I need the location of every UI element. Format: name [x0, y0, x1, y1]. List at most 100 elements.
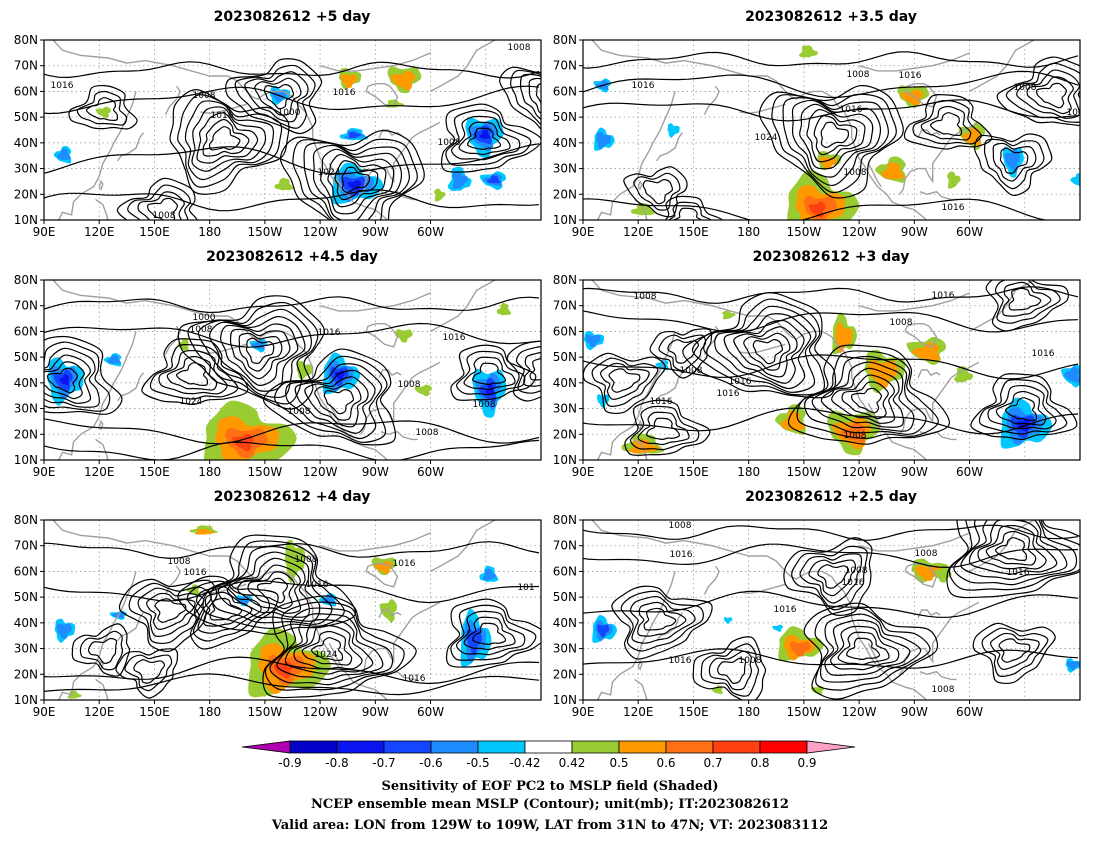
lon-tick-label: 60W: [417, 705, 444, 719]
map-axes: 10N 20N 30N 40N 50N 60N 70N 80N 90E 120E 150E 180 15…: [14, 273, 445, 479]
mslp-contour: [813, 115, 858, 156]
lon-tick-label: 150W: [247, 705, 282, 719]
mslp-contour: [118, 578, 218, 653]
contour-label: 1016: [443, 333, 466, 343]
lat-tick-label: 60N: [553, 84, 577, 98]
mslp-contour: [803, 602, 939, 700]
contour-label: 1016: [632, 81, 655, 91]
mslp-contour: [472, 362, 507, 386]
mslp-contour: [791, 545, 868, 611]
negative-sensitivity-area: [487, 175, 501, 184]
positive-sensitivity-area: [414, 384, 432, 397]
negative-sensitivity-area: [348, 131, 362, 139]
lon-tick-label: 90W: [901, 225, 928, 239]
mslp-contour: [978, 379, 1068, 435]
mslp-contour: [643, 607, 677, 631]
mslp-contour: [811, 361, 915, 432]
mslp-contour: [583, 524, 1079, 541]
lon-tick-label: 90E: [572, 465, 595, 479]
contour-label: 1008: [153, 211, 176, 221]
contour-label: 1016: [717, 389, 740, 399]
mslp-contour: [629, 595, 696, 644]
panel-title: 2023082612 +4 day: [214, 489, 371, 505]
contour-label: 1008: [438, 138, 461, 148]
mslp-contour: [994, 280, 1061, 324]
colorbar-segment: [524, 740, 573, 754]
mslp-contour: [445, 109, 532, 166]
map-panel-6: 2023082612 +2.5 day 1008 1016 1008 1016 1016…: [553, 489, 1081, 719]
lon-tick-label: 150E: [678, 225, 709, 239]
mslp-contour: [637, 411, 690, 446]
lat-tick-label: 20N: [14, 427, 38, 441]
mslp-contour: [44, 143, 540, 175]
mslp-contour: [264, 601, 405, 691]
lat-tick-label: 10N: [14, 453, 38, 467]
mslp-contour: [193, 534, 356, 635]
mslp-contour: [912, 99, 982, 145]
mslp-contour: [817, 564, 850, 589]
lat-tick-label: 70N: [553, 59, 577, 73]
mslp-contours: [44, 534, 541, 699]
contour-label: 1016: [899, 71, 922, 81]
mslp-contour: [649, 328, 713, 379]
lon-tick-label: 180: [737, 705, 760, 719]
mslp-contour: [691, 298, 826, 396]
contour-label: 1000: [278, 108, 301, 118]
mslp-contours: [44, 58, 541, 220]
mslp-contour: [208, 126, 241, 151]
caption-line-2: NCEP ensemble mean MSLP (Contour); unit(…: [311, 797, 789, 812]
mslp-contour: [837, 631, 890, 666]
mslp-contour: [831, 374, 896, 424]
contour-labels: 1008 1016 1008 1016 1008 1016 1016 1016 1008: [634, 291, 1055, 441]
lon-tick-label: 180: [198, 465, 221, 479]
map-frame: [43, 39, 542, 221]
lon-tick-label: 120E: [84, 225, 115, 239]
lon-tick-label: 90E: [572, 705, 595, 719]
mslp-contour: [285, 363, 383, 440]
mslp-contour: [583, 543, 1079, 569]
mslp-contour: [154, 598, 187, 623]
lon-tick-label: 150E: [139, 705, 170, 719]
lat-tick-label: 50N: [553, 110, 577, 124]
mslp-contour: [708, 650, 753, 691]
contour-labels: 1008 1016 1008 1016 1016 1008 1016 1008 1016 1008: [669, 521, 1030, 695]
lat-tick-label: 50N: [14, 590, 38, 604]
positive-sensitivity-area: [868, 359, 899, 388]
mslp-contour: [293, 624, 363, 670]
lon-tick-label: 150W: [786, 705, 821, 719]
lat-tick-label: 20N: [553, 187, 577, 201]
lat-tick-label: 70N: [553, 539, 577, 553]
mslp-contour: [611, 585, 713, 660]
positive-sensitivity-area: [95, 106, 111, 119]
mslp-contour: [1004, 397, 1038, 422]
mslp-contour: [44, 322, 540, 348]
map-frame: [43, 279, 542, 461]
mslp-contour: [850, 387, 883, 414]
contour-label: 1008: [890, 318, 913, 328]
panel-title: 2023082612 +5 day: [214, 9, 371, 25]
lon-tick-label: 150E: [678, 705, 709, 719]
map-frame: [582, 39, 1081, 221]
mslp-contour: [44, 541, 540, 560]
lat-tick-label: 30N: [14, 642, 38, 656]
mslp-contour: [583, 352, 666, 415]
lon-tick-label: 60W: [956, 225, 983, 239]
mslp-contour: [783, 537, 873, 616]
mslp-contour: [196, 112, 259, 164]
mslp-contour: [186, 580, 270, 642]
mslp-contour: [314, 382, 362, 421]
mslp-contour: [523, 351, 541, 387]
mslp-contour: [301, 630, 353, 666]
mslp-contour: [620, 590, 704, 652]
lat-tick-label: 50N: [14, 350, 38, 364]
lat-tick-label: 80N: [553, 273, 577, 287]
mslp-contour: [998, 638, 1031, 663]
mslp-contour: [44, 61, 540, 79]
map-plot-area: 1008 1016 1008 1016 1016 1008 1016 1008 1016 1008: [583, 520, 1080, 700]
mslp-contour: [195, 585, 262, 634]
positive-sensitivity-area: [628, 439, 659, 454]
lat-tick-label: 40N: [553, 136, 577, 150]
mslp-contour: [946, 520, 1080, 599]
